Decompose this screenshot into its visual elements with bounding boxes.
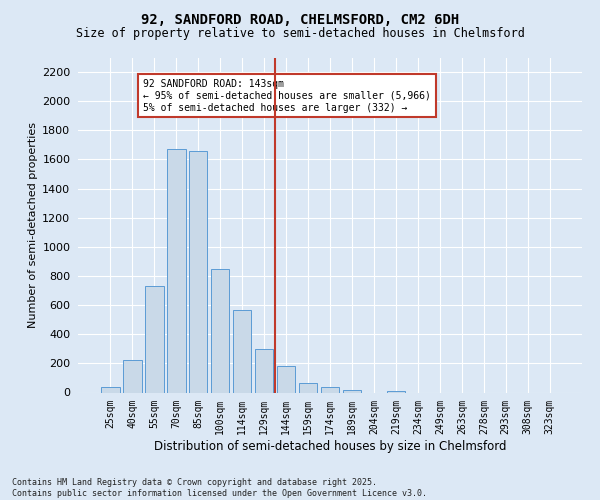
Bar — [145, 286, 164, 393]
Bar — [255, 349, 274, 393]
Bar — [167, 150, 185, 392]
Bar — [320, 388, 340, 392]
Bar — [343, 390, 361, 392]
Bar — [123, 360, 142, 392]
Bar — [386, 391, 405, 392]
Bar — [101, 386, 119, 392]
Bar — [299, 383, 317, 392]
Bar — [211, 270, 229, 392]
X-axis label: Distribution of semi-detached houses by size in Chelmsford: Distribution of semi-detached houses by … — [154, 440, 506, 452]
Text: Size of property relative to semi-detached houses in Chelmsford: Size of property relative to semi-detach… — [76, 28, 524, 40]
Bar — [189, 150, 208, 392]
Text: 92 SANDFORD ROAD: 143sqm
← 95% of semi-detached houses are smaller (5,966)
5% of: 92 SANDFORD ROAD: 143sqm ← 95% of semi-d… — [143, 80, 431, 112]
Text: 92, SANDFORD ROAD, CHELMSFORD, CM2 6DH: 92, SANDFORD ROAD, CHELMSFORD, CM2 6DH — [141, 12, 459, 26]
Bar — [233, 310, 251, 392]
Bar — [277, 366, 295, 392]
Text: Contains HM Land Registry data © Crown copyright and database right 2025.
Contai: Contains HM Land Registry data © Crown c… — [12, 478, 427, 498]
Y-axis label: Number of semi-detached properties: Number of semi-detached properties — [28, 122, 38, 328]
